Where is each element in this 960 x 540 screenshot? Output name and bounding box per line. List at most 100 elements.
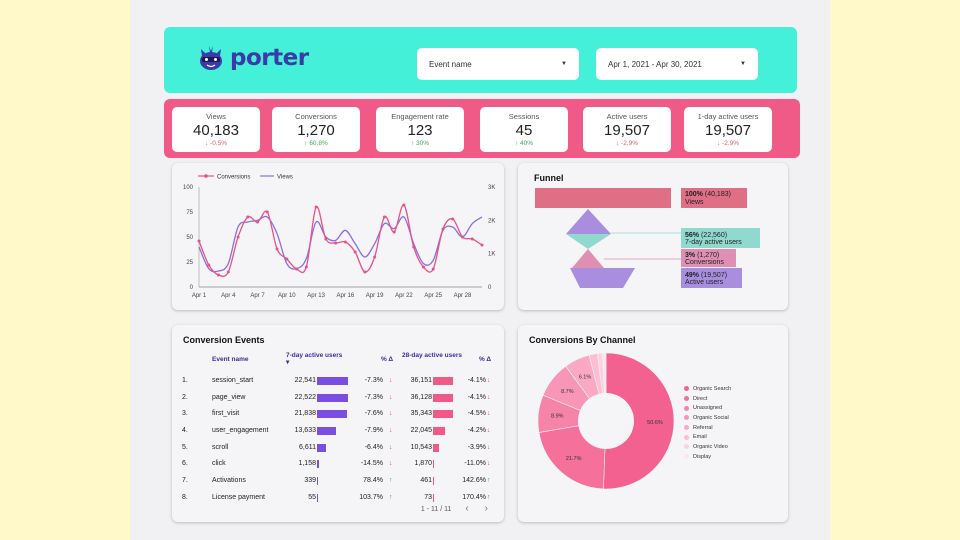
- point-conversions: [373, 255, 377, 259]
- value-7-day-cell: 55: [308, 493, 316, 501]
- point-conversions: [451, 217, 455, 221]
- arrow-up-icon: ↑: [514, 140, 521, 147]
- arrow-down-icon: ↓: [487, 393, 491, 401]
- table-row[interactable]: 7. Activations 339 78.4% ↑ 461 142.6% ↑: [182, 473, 494, 490]
- funnel-step-label-active-users: Active users: [685, 279, 724, 286]
- point-conversions: [295, 267, 299, 271]
- funnel-shape-upper: [566, 209, 611, 234]
- table-row[interactable]: 1. session_start 22,541 -7.3% ↓ 36,151 -4.1% ↓: [182, 373, 494, 390]
- event-name-cell: user_engagement: [212, 427, 269, 435]
- point-conversions: [431, 267, 435, 271]
- legend-item-display[interactable]: Display: [684, 452, 731, 462]
- arrow-down-icon: ↓: [389, 393, 393, 401]
- table-row[interactable]: 5. scroll 6,611 -6.4% ↓ 10,543 -3.9% ↓: [182, 440, 494, 457]
- funnel-pct-active-users: 49%: [685, 272, 700, 279]
- col-pct-change-7[interactable]: % Δ: [381, 356, 394, 363]
- point-conversions: [441, 227, 445, 231]
- table-row[interactable]: 3. first_visit 21,838 -7.6% ↓ 35,343 -4.5% ↓: [182, 406, 494, 423]
- channels-card: Conversions By Channel 50.6% 21.7% 8.9% 8.7…: [518, 325, 788, 522]
- kpi-delta-value: 30%: [416, 140, 430, 147]
- table-pager: 1 - 11 / 11 ‹ ›: [421, 503, 488, 514]
- svg-text:49% (19,507): 49% (19,507): [685, 272, 727, 279]
- y-tick-label: 25: [186, 260, 193, 266]
- legend-item-referral[interactable]: Referral: [684, 423, 731, 433]
- y2-tick-label: 1K: [488, 252, 495, 258]
- pct-change-7-cell: -7.3%: [364, 377, 383, 384]
- event-name-cell: page_view: [212, 393, 246, 401]
- bar-7-day: [317, 493, 318, 502]
- pct-change-7-cell: -6.4%: [364, 443, 383, 451]
- legend-item-unassigned[interactable]: Unassigned: [684, 403, 731, 413]
- legend-item-organic-social[interactable]: Organic Social: [684, 413, 731, 423]
- value-28-day-cell: 36,128: [410, 393, 432, 401]
- legend-swatch: [684, 396, 689, 402]
- value-28-day-cell: 73: [424, 493, 432, 501]
- table-row[interactable]: 8. License payment 55 103.7% ↑ 73 170.4% ↑: [182, 490, 494, 507]
- legend-item-email[interactable]: Email: [684, 432, 731, 442]
- pct-change-7-cell: -7.6%: [364, 410, 383, 418]
- header-bar: porter Event name ▼ Apr 1, 2021 - Apr 30…: [164, 27, 797, 93]
- row-index: 2.: [182, 393, 188, 401]
- x-tick-label: Apr 28: [454, 293, 472, 299]
- table-row[interactable]: 6. click 1,158 -14.5% ↓ 1,870 -11.0% ↓: [182, 456, 494, 473]
- arrow-down-icon: ↓: [389, 460, 393, 468]
- kpi-value: 1,270: [297, 122, 335, 139]
- prev-page-icon[interactable]: ‹: [465, 503, 469, 514]
- funnel-count-conversions: (1,270): [697, 252, 719, 259]
- pct-change-28-cell: 170.4%: [462, 493, 486, 501]
- arrow-down-icon: ↓: [487, 410, 491, 418]
- col-pct-change-28[interactable]: % Δ: [479, 356, 492, 363]
- point-conversions: [334, 241, 338, 245]
- legend-item-direct[interactable]: Direct: [684, 394, 731, 404]
- bar-28-day: [433, 460, 435, 469]
- table-row[interactable]: 2. page_view 22,522 -7.3% ↓ 36,128 -4.1% ↓: [182, 390, 494, 407]
- kpi-value: 40,183: [193, 122, 239, 139]
- date-range-dropdown[interactable]: Apr 1, 2021 - Apr 30, 2021 ▼: [596, 48, 758, 80]
- legend-swatch: [684, 386, 689, 392]
- legend-item-organic-video[interactable]: Organic Video: [684, 442, 731, 452]
- table-row[interactable]: 4. user_engagement 13,633 -7.9% ↓ 22,045 -4.2%…: [182, 423, 494, 440]
- pie-slice-organic-search[interactable]: [603, 352, 675, 490]
- pct-change-7-cell: -7.3%: [364, 393, 383, 401]
- kpi-value: 19,507: [705, 122, 751, 139]
- event-name-cell: click: [212, 460, 226, 468]
- col-event-name[interactable]: Event name: [212, 356, 249, 363]
- channels-donut-chart: 50.6% 21.7% 8.9% 8.7% 6.1%: [537, 352, 675, 490]
- kpi-card-conversions: Conversions 1,270 ↑ 60.8%: [272, 107, 360, 152]
- arrow-down-icon: ↓: [389, 410, 393, 418]
- series-line-conversions: [198, 204, 483, 277]
- col-7-day-active-users[interactable]: 7-day active users ▾: [286, 352, 346, 366]
- point-conversions: [412, 245, 416, 249]
- arrow-down-icon: ↓: [716, 140, 723, 147]
- bar-28-day: [433, 477, 434, 486]
- x-tick-label: Apr 1: [192, 293, 207, 299]
- svg-text:3% (1,270): 3% (1,270): [685, 252, 719, 259]
- legend-item-organic-search[interactable]: Organic Search: [684, 384, 731, 394]
- col-28-day-active-users[interactable]: 28-day active users: [402, 352, 462, 359]
- arrow-down-icon: ↓: [389, 377, 393, 384]
- table-header: Event name 7-day active users ▾ % Δ 28-d…: [182, 351, 494, 373]
- brand-logo: porter: [196, 43, 309, 73]
- event-name-cell: session_start: [212, 377, 254, 384]
- legend-swatch: [684, 434, 689, 440]
- arrow-up-icon: ↑: [487, 493, 491, 501]
- event-name-dropdown[interactable]: Event name ▼: [417, 48, 579, 80]
- funnel-pct-conversions: 3%: [685, 252, 696, 259]
- value-28-day-cell: 461: [420, 477, 432, 485]
- kpi-label: Engagement rate: [391, 112, 449, 121]
- legend-label: Organic Social: [693, 414, 729, 421]
- funnel-step-label-conversions: Conversions: [685, 259, 724, 266]
- row-index: 1.: [182, 377, 188, 384]
- value-7-day-cell: 6,611: [299, 443, 316, 451]
- funnel-step-label-7-day: 7-day active users: [685, 239, 742, 246]
- funnel-count-views: (40,183): [705, 191, 731, 198]
- event-name-cell: License payment: [212, 493, 265, 501]
- conversion-events-table: Event name 7-day active users ▾ % Δ 28-d…: [182, 351, 494, 507]
- brand-name: porter: [230, 45, 309, 71]
- x-tick-label: Apr 13: [307, 293, 325, 299]
- arrow-down-icon: ↓: [487, 427, 491, 435]
- bar-28-day: [433, 393, 453, 402]
- kpi-card-1-day-active-users: 1-day active users 19,507 ↓ -2.9%: [684, 107, 772, 152]
- pct-change-28-cell: -4.2%: [467, 427, 486, 435]
- next-page-icon[interactable]: ›: [484, 503, 488, 514]
